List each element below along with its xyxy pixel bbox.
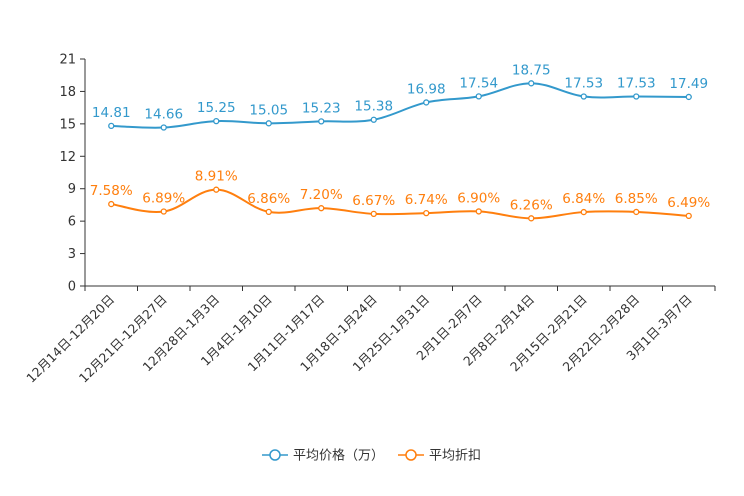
series-0-point[interactable] bbox=[318, 118, 325, 125]
series-0-data-label: 17.53 bbox=[564, 76, 603, 92]
series-1-point[interactable] bbox=[370, 210, 377, 218]
series-1-data-label: 6.86% bbox=[247, 191, 290, 207]
y-tick-label: 0 bbox=[68, 280, 76, 295]
series-0-point[interactable] bbox=[633, 93, 640, 100]
series-1-point[interactable] bbox=[108, 200, 115, 208]
series-1-point[interactable] bbox=[475, 208, 482, 215]
series-1-point[interactable] bbox=[528, 215, 535, 222]
y-axis: 0 3 6 9 12 15 18 21 bbox=[59, 53, 86, 295]
series-0-point[interactable] bbox=[265, 120, 272, 127]
series-0-data-label: 14.81 bbox=[92, 105, 131, 121]
series-0-point[interactable] bbox=[685, 93, 692, 101]
y-tick-label: 18 bbox=[59, 85, 76, 100]
legend-label: 平均价格（万） bbox=[293, 448, 384, 464]
y-tick-label: 21 bbox=[59, 53, 76, 68]
series-1-data-label: 7.20% bbox=[300, 187, 343, 203]
x-axis: 12月14日-12月20日12月21日-12月27日12月28日-1月3日1月4… bbox=[23, 285, 716, 386]
series-0-point[interactable] bbox=[160, 124, 167, 131]
series-1-data-label: 6.67% bbox=[352, 193, 395, 209]
y-tick-label: 6 bbox=[68, 215, 76, 230]
legend-item-0[interactable]: 平均价格（万） bbox=[262, 448, 384, 464]
legend-item-1[interactable]: 平均折扣 bbox=[398, 449, 481, 464]
series-0-point[interactable] bbox=[528, 80, 535, 87]
series-0-line bbox=[111, 82, 689, 129]
series-0-data-label: 17.49 bbox=[669, 76, 708, 92]
series-0: 14.81 14.66 15.25 15.05 15.23 15.38 16.98 17.54… bbox=[92, 62, 708, 131]
series-0-point[interactable] bbox=[370, 116, 377, 123]
series-0-point[interactable] bbox=[213, 118, 220, 125]
series-1-data-label: 6.84% bbox=[562, 191, 605, 207]
series-0-data-label: 15.38 bbox=[354, 99, 393, 115]
y-tick-label: 9 bbox=[68, 182, 76, 197]
series-1-point[interactable] bbox=[265, 208, 272, 215]
y-tick-label: 12 bbox=[59, 150, 76, 165]
legend-marker-icon bbox=[269, 449, 281, 461]
series-0-data-label: 14.66 bbox=[144, 107, 183, 123]
series-0-data-label: 17.54 bbox=[459, 75, 498, 91]
x-tick-label: 12月14日-12月20日 bbox=[23, 292, 117, 386]
y-tick-label: 15 bbox=[59, 117, 76, 132]
series-1-data-label: 8.91% bbox=[195, 169, 238, 185]
y-tick-label: 3 bbox=[68, 247, 76, 262]
series-0-data-label: 16.98 bbox=[407, 81, 446, 97]
series-0-point[interactable] bbox=[423, 99, 430, 106]
series-1-data-label: 7.58% bbox=[90, 183, 133, 199]
series-0-data-label: 18.75 bbox=[512, 62, 551, 78]
series-0-point[interactable] bbox=[580, 93, 587, 100]
series-1-point[interactable] bbox=[685, 212, 692, 219]
series-0-point[interactable] bbox=[475, 93, 482, 100]
series-1: 7.58% 6.89% 8.91% 6.86% 7.20% 6.67% 6.74% 6.90%… bbox=[90, 169, 710, 222]
series-1-data-label: 6.26% bbox=[510, 197, 553, 213]
series-1-point[interactable] bbox=[213, 186, 220, 193]
series-1-data-label: 6.74% bbox=[405, 192, 448, 208]
series-1-point[interactable] bbox=[580, 208, 587, 216]
series-0-data-label: 17.53 bbox=[617, 76, 656, 92]
x-tick-label: 12月21日-12月27日 bbox=[76, 292, 170, 386]
series-1-data-label: 6.90% bbox=[457, 190, 500, 206]
legend-marker-icon bbox=[405, 449, 417, 461]
series-1-point[interactable] bbox=[318, 205, 325, 212]
series-0-data-label: 15.23 bbox=[302, 100, 341, 116]
legend-label: 平均折扣 bbox=[429, 449, 481, 464]
series-layer: 14.81 14.66 15.25 15.05 15.23 15.38 16.98 17.54… bbox=[90, 62, 710, 222]
series-1-data-label: 6.85% bbox=[615, 191, 658, 207]
series-0-point[interactable] bbox=[108, 122, 115, 130]
series-1-point[interactable] bbox=[160, 208, 167, 215]
series-1-line bbox=[111, 188, 689, 220]
legend: 平均价格（万） 平均折扣 bbox=[262, 448, 481, 464]
series-1-data-label: 6.89% bbox=[142, 191, 185, 207]
series-0-data-label: 15.25 bbox=[197, 100, 236, 116]
series-0-data-label: 15.05 bbox=[249, 102, 288, 118]
series-1-point[interactable] bbox=[423, 209, 430, 217]
series-1-data-label: 6.49% bbox=[667, 195, 710, 211]
series-1-point[interactable] bbox=[633, 208, 640, 216]
